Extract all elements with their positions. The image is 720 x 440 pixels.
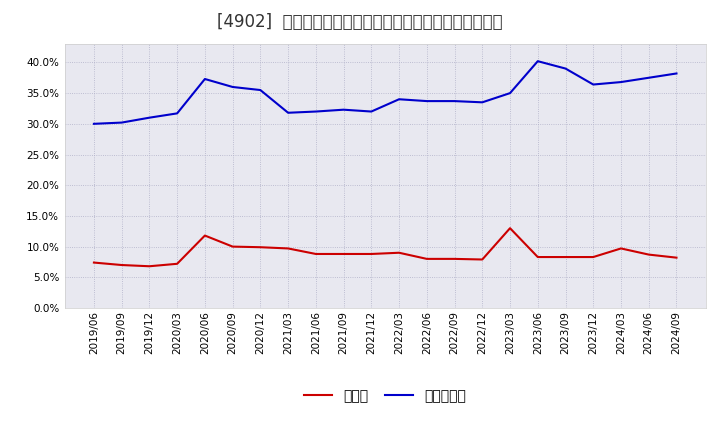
現預金	[589, 254, 598, 260]
現預金	[450, 256, 459, 261]
有利子負債	[117, 120, 126, 125]
有利子負債	[395, 97, 403, 102]
有利子負債	[616, 80, 625, 85]
現預金	[89, 260, 98, 265]
Line: 有利子負債: 有利子負債	[94, 61, 677, 124]
有利子負債	[256, 88, 265, 93]
現預金	[505, 226, 514, 231]
現預金	[672, 255, 681, 260]
現預金	[395, 250, 403, 255]
現預金	[534, 254, 542, 260]
現預金	[312, 251, 320, 257]
現預金	[145, 264, 154, 269]
有利子負債	[561, 66, 570, 71]
現預金	[284, 246, 292, 251]
有利子負債	[672, 71, 681, 76]
有利子負債	[478, 100, 487, 105]
現預金	[423, 256, 431, 261]
現預金	[367, 251, 376, 257]
有利子負債	[423, 99, 431, 104]
現預金	[561, 254, 570, 260]
有利子負債	[450, 99, 459, 104]
有利子負債	[339, 107, 348, 112]
現預金	[616, 246, 625, 251]
現預金	[228, 244, 237, 249]
Text: [4902]  現預金、有利子負債の総資産に対する比率の推移: [4902] 現預金、有利子負債の総資産に対する比率の推移	[217, 13, 503, 31]
Line: 現預金: 現預金	[94, 228, 677, 266]
現預金	[644, 252, 653, 257]
Legend: 現預金, 有利子負債: 現預金, 有利子負債	[305, 389, 466, 403]
現預金	[256, 245, 265, 250]
現預金	[339, 251, 348, 257]
有利子負債	[312, 109, 320, 114]
有利子負債	[644, 75, 653, 81]
有利子負債	[173, 111, 181, 116]
有利子負債	[589, 82, 598, 87]
有利子負債	[505, 91, 514, 96]
有利子負債	[367, 109, 376, 114]
有利子負債	[201, 77, 210, 82]
現預金	[117, 262, 126, 268]
現預金	[201, 233, 210, 238]
有利子負債	[89, 121, 98, 126]
有利子負債	[284, 110, 292, 115]
有利子負債	[145, 115, 154, 120]
現預金	[478, 257, 487, 262]
現預金	[173, 261, 181, 267]
有利子負債	[228, 84, 237, 90]
有利子負債	[534, 59, 542, 64]
